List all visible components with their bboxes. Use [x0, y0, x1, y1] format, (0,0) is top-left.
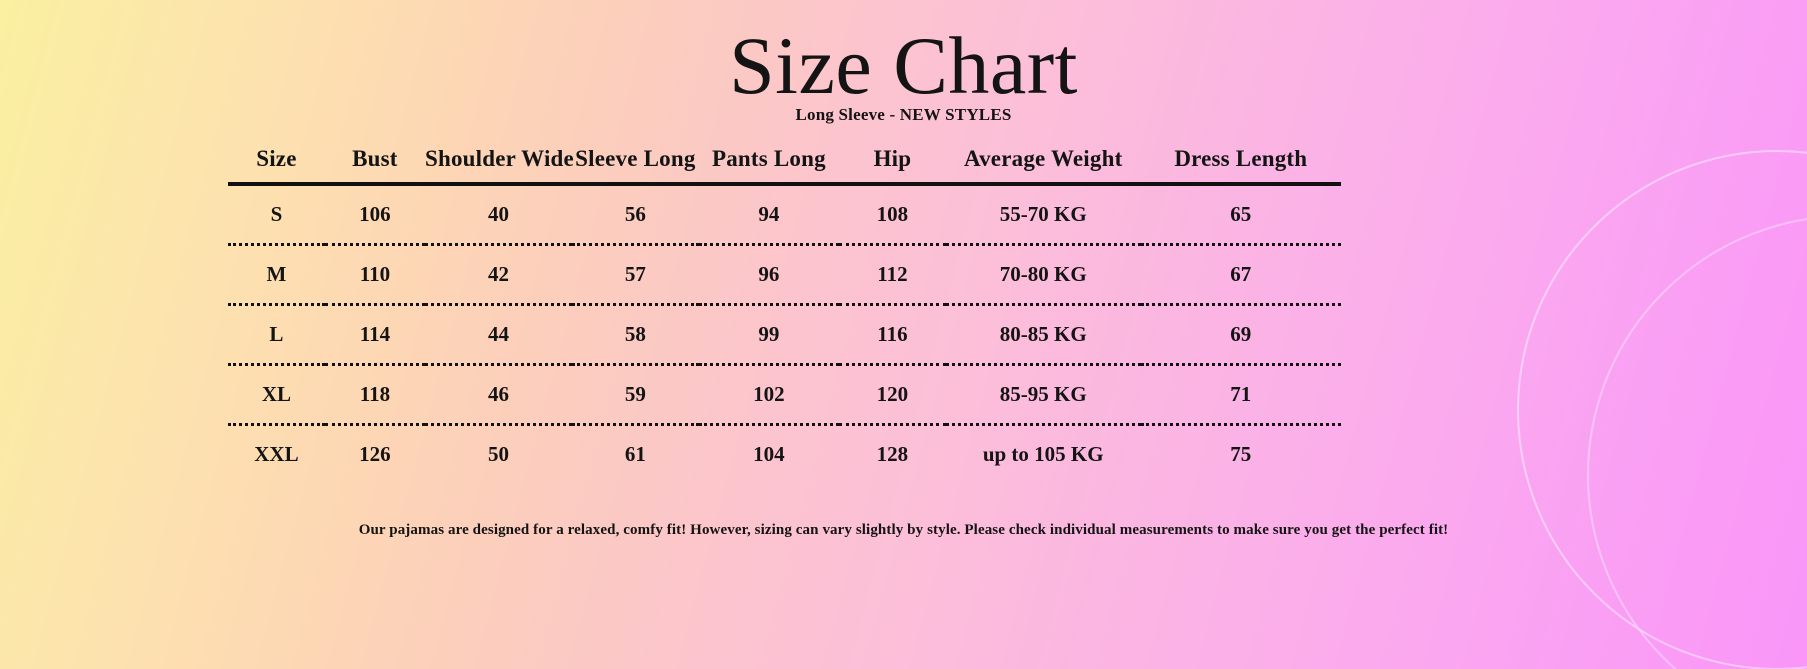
cell-bust: 114: [359, 321, 391, 346]
table-row: M 110 42 57 96 112 70-80 KG 67: [228, 244, 1341, 304]
cell-dress-length: 67: [1230, 261, 1252, 286]
cell-shoulder-wide: 46: [487, 381, 509, 406]
table-header-row: Size Bust Shoulder Wide Sleeve Long Pant…: [228, 146, 1341, 184]
decorative-arc-icon: [1517, 150, 1807, 669]
size-chart-table-wrapper: Size Bust Shoulder Wide Sleeve Long Pant…: [228, 146, 1341, 484]
page-title: Size Chart: [729, 20, 1078, 111]
cell-hip: 116: [877, 321, 908, 346]
cell-dress-length: 75: [1230, 442, 1252, 467]
column-header-average-weight: Average Weight: [964, 146, 1123, 171]
cell-average-weight: up to 105 KG: [982, 442, 1104, 467]
cell-bust: 118: [359, 381, 391, 406]
column-header-sleeve-long: Sleeve Long: [575, 146, 696, 171]
size-chart-table: Size Bust Shoulder Wide Sleeve Long Pant…: [228, 146, 1341, 484]
cell-shoulder-wide: 42: [487, 261, 509, 286]
cell-pants-long: 104: [753, 442, 785, 467]
cell-pants-long: 102: [753, 381, 785, 406]
column-header-dress-length: Dress Length: [1174, 146, 1308, 171]
cell-bust: 110: [359, 261, 391, 286]
cell-average-weight: 70-80 KG: [999, 261, 1087, 286]
cell-shoulder-wide: 44: [487, 321, 509, 346]
cell-average-weight: 80-85 KG: [999, 321, 1087, 346]
cell-average-weight: 55-70 KG: [999, 201, 1087, 226]
cell-pants-long: 96: [758, 261, 780, 286]
cell-pants-long: 94: [758, 201, 780, 226]
cell-average-weight: 85-95 KG: [999, 381, 1087, 406]
cell-sleeve-long: 56: [624, 201, 646, 226]
cell-hip: 112: [877, 261, 908, 286]
cell-hip: 108: [876, 201, 909, 226]
column-header-shoulder-wide: Shoulder Wide: [424, 146, 574, 171]
cell-hip: 120: [876, 381, 909, 406]
cell-sleeve-long: 61: [624, 442, 646, 467]
table-row: L 114 44 58 99 116 80-85 KG 69: [228, 304, 1341, 364]
cell-dress-length: 65: [1230, 201, 1252, 226]
cell-bust: 126: [359, 442, 391, 467]
table-header: Size Bust Shoulder Wide Sleeve Long Pant…: [228, 146, 1341, 184]
column-header-hip: Hip: [873, 146, 912, 171]
decorative-arc-secondary-icon: [1587, 215, 1807, 669]
cell-shoulder-wide: 40: [487, 201, 509, 226]
cell-size: L: [269, 321, 284, 346]
cell-hip: 128: [876, 442, 909, 467]
column-header-bust: Bust: [352, 146, 398, 171]
cell-dress-length: 71: [1230, 381, 1252, 406]
cell-sleeve-long: 57: [624, 261, 646, 286]
cell-sleeve-long: 59: [624, 381, 646, 406]
cell-pants-long: 99: [758, 321, 780, 346]
column-header-size: Size: [256, 146, 297, 171]
cell-size: XL: [261, 381, 291, 406]
cell-shoulder-wide: 50: [487, 442, 509, 467]
fit-disclaimer-note: Our pajamas are designed for a relaxed, …: [358, 522, 1449, 538]
cell-size: S: [270, 201, 283, 226]
column-header-pants-long: Pants Long: [711, 146, 826, 171]
table-row: XL 118 46 59 102 120 85-95 KG 71: [228, 364, 1341, 424]
cell-dress-length: 69: [1230, 321, 1252, 346]
table-row: S 106 40 56 94 108 55-70 KG 65: [228, 184, 1341, 244]
page-subtitle: Long Sleeve - NEW STYLES: [795, 105, 1012, 124]
cell-bust: 106: [359, 201, 391, 226]
table-body: S 106 40 56 94 108 55-70 KG 65 M 110 42 …: [228, 184, 1341, 484]
cell-size: M: [266, 261, 287, 286]
table-row: XXL 126 50 61 104 128 up to 105 KG 75: [228, 424, 1341, 484]
cell-size: XXL: [254, 442, 299, 467]
cell-sleeve-long: 58: [624, 321, 646, 346]
